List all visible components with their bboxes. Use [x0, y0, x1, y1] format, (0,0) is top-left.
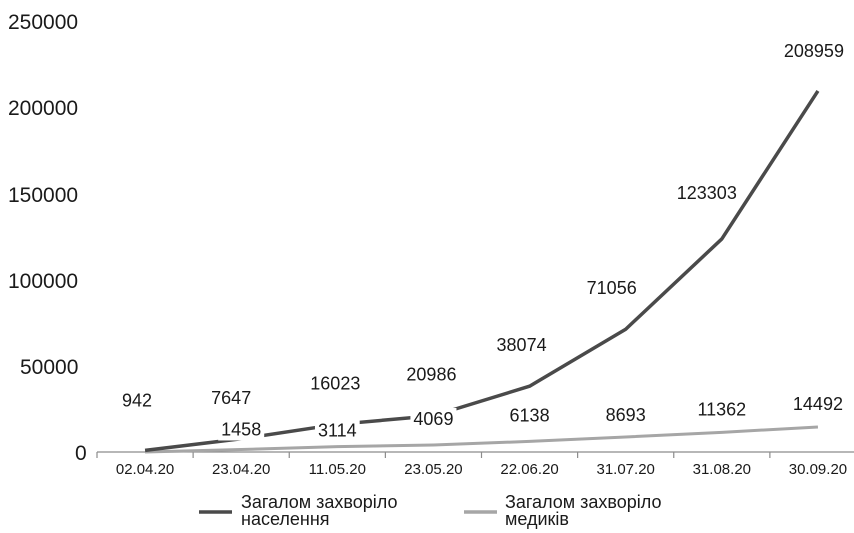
data-label-background — [694, 398, 750, 421]
data-labels: 942 7647 16023 20986 38074 71056 123303 208959 1… — [119, 39, 847, 442]
medics-data-label: 14492 — [793, 394, 843, 414]
medics-data-label: 3114 — [318, 421, 357, 441]
y-tick-label-250000: 250000 — [8, 11, 78, 34]
medics-series-line — [145, 425, 819, 454]
y-axis: 250000 200000 150000 100000 50000 0 — [8, 11, 87, 465]
medics-data-label: 4069 — [413, 409, 453, 429]
population-data-label: 123303 — [677, 183, 737, 203]
x-axis: 02.04.20 23.04.20 11.05.20 23.05.20 22.06.20… — [96, 452, 847, 478]
population-data-label: 71056 — [587, 278, 637, 298]
medics-data-label: 8693 — [606, 405, 646, 425]
population-data-label: 942 — [122, 390, 152, 410]
data-label-background — [780, 39, 847, 62]
data-label-background — [493, 334, 550, 357]
population-data-label: 38074 — [497, 335, 547, 355]
x-tick-label: 23.04.20 — [212, 461, 270, 478]
data-label-background — [403, 363, 460, 386]
legend-label-medics: Загалом захворіло медиків — [505, 492, 662, 529]
data-label-background — [789, 392, 846, 415]
data-label-background — [673, 181, 740, 204]
medics-data-label: 11362 — [697, 399, 746, 419]
population-data-label: 16023 — [310, 373, 360, 393]
y-tick-label-200000: 200000 — [8, 97, 78, 120]
data-label-background — [410, 407, 457, 430]
data-label-background — [218, 418, 265, 441]
x-tick-label: 31.07.20 — [596, 461, 654, 478]
x-tick-label: 23.05.20 — [404, 461, 462, 478]
y-tick-label-150000: 150000 — [8, 184, 78, 207]
data-label-background — [506, 404, 553, 427]
data-label-background — [602, 403, 649, 426]
population-data-label: 20986 — [406, 365, 456, 385]
y-tick-label-0: 0 — [75, 442, 87, 465]
population-data-label: 208959 — [784, 41, 844, 61]
data-label-background — [314, 419, 360, 442]
y-tick-label-50000: 50000 — [20, 356, 78, 379]
legend: Загалом захворіло населення Загалом захво… — [199, 492, 662, 529]
data-label-background — [307, 372, 364, 395]
y-tick-label-100000: 100000 — [8, 270, 78, 293]
population-data-label: 7647 — [211, 388, 251, 408]
x-tick-label: 30.09.20 — [789, 461, 847, 478]
medics-data-label: 1458 — [221, 419, 261, 439]
legend-label-population: Загалом захворіло населення — [241, 492, 398, 529]
data-label-background — [119, 389, 156, 412]
x-tick-label: 22.06.20 — [500, 461, 558, 478]
data-label-background — [583, 277, 640, 300]
x-tick-label: 02.04.20 — [116, 461, 174, 478]
x-tick-label: 11.05.20 — [309, 461, 366, 478]
data-label-background — [208, 386, 255, 409]
x-tick-label: 31.08.20 — [693, 461, 751, 478]
medics-data-label: 6138 — [510, 405, 550, 425]
